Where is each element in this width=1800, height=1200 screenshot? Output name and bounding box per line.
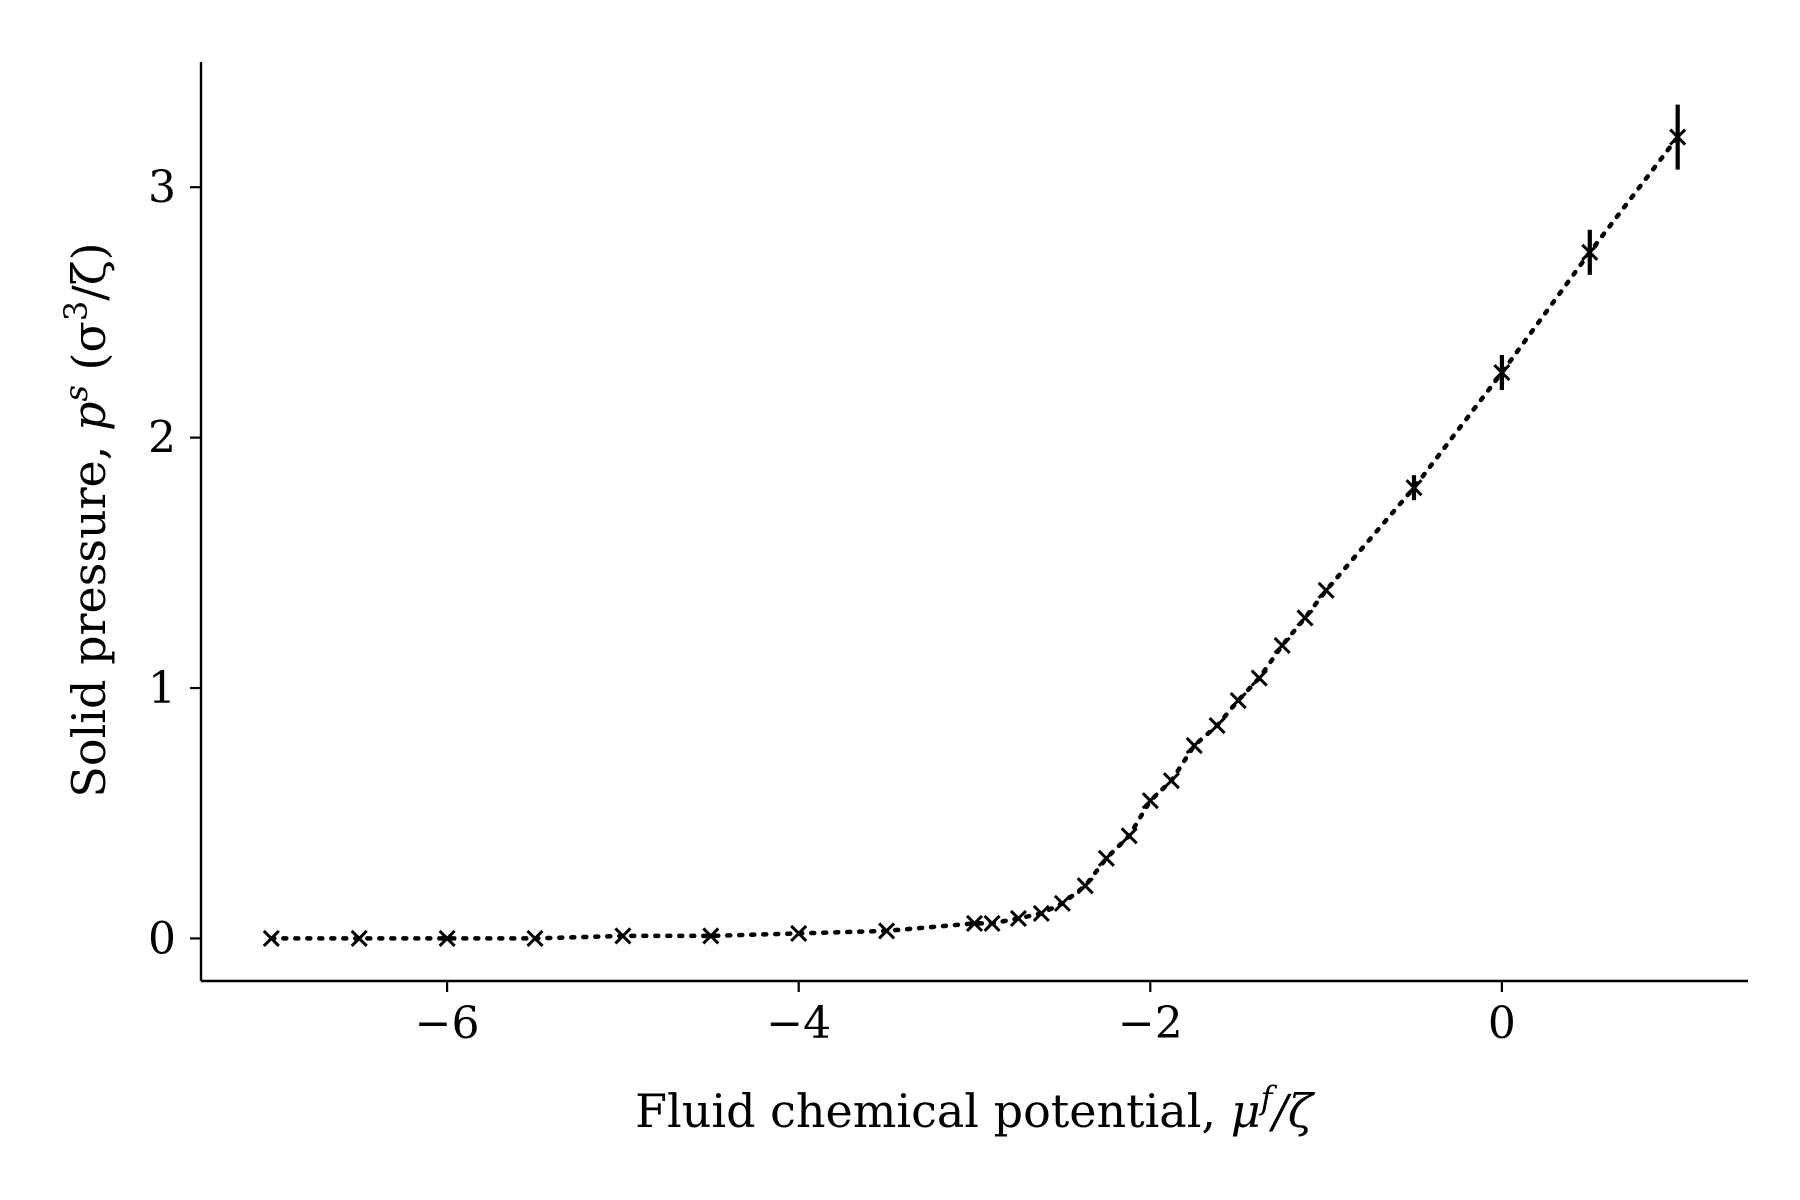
data-point — [526, 929, 544, 947]
axes-spines — [199, 62, 1748, 983]
y-axis-label-unit-close: /ζ) — [62, 242, 116, 300]
data-point — [1250, 669, 1268, 687]
data-point — [1162, 772, 1180, 790]
series-line — [269, 134, 1680, 941]
data-point — [1229, 691, 1247, 710]
data-point — [1120, 827, 1138, 845]
data-point — [702, 927, 720, 945]
x-axis-label-symbol: μ — [1231, 1084, 1261, 1138]
y-tick-label: 3 — [148, 162, 176, 213]
data-point — [983, 914, 1001, 932]
data-point — [1097, 849, 1115, 867]
data-point — [1273, 636, 1291, 655]
x-tick-label: −2 — [1118, 998, 1183, 1049]
y-axis-label-unit-open: (σ — [62, 321, 116, 385]
data-point — [1032, 904, 1050, 922]
y-tick-label: 1 — [148, 663, 176, 714]
y-ticks: 0 1 2 3 — [148, 162, 201, 964]
x-axis-label-tail: /ζ — [1268, 1084, 1315, 1138]
data-point — [1185, 737, 1203, 755]
y-tick-label: 0 — [148, 913, 176, 964]
y-axis-label: Solid pressure, ps (σ3/ζ) — [57, 242, 116, 797]
data-point — [438, 929, 456, 947]
data-point — [1581, 243, 1599, 261]
data-point — [1405, 479, 1423, 497]
data-point — [1669, 128, 1687, 146]
data-series — [262, 104, 1687, 947]
data-point — [262, 929, 280, 947]
x-tick-label: 0 — [1488, 998, 1516, 1049]
x-axis-label-text: Fluid chemical potential, — [635, 1084, 1231, 1138]
x-tick-label: −4 — [766, 998, 831, 1049]
x-ticks: −6 −4 −2 0 — [415, 981, 1516, 1049]
x-tick-label: −6 — [415, 998, 480, 1049]
x-axis-label: Fluid chemical potential, μf/ζ — [635, 1079, 1316, 1138]
data-point — [1141, 792, 1159, 810]
data-point — [965, 914, 984, 932]
y-axis-label-symbol: p — [62, 402, 116, 431]
data-point — [790, 924, 808, 942]
data-point — [878, 922, 896, 940]
data-point — [1076, 877, 1094, 895]
data-point — [1053, 894, 1071, 912]
data-point — [1296, 609, 1314, 627]
y-axis-label-superscript: s — [57, 385, 95, 401]
data-point — [350, 929, 368, 947]
data-point — [1208, 717, 1226, 735]
data-point — [1009, 909, 1028, 927]
y-axis-label-unit-superscript: 3 — [57, 301, 95, 321]
y-tick-label: 2 — [148, 413, 176, 464]
y-axis-label-text: Solid pressure, — [62, 431, 116, 798]
data-point — [1493, 363, 1511, 382]
data-point — [614, 927, 632, 945]
data-point — [1317, 581, 1335, 599]
